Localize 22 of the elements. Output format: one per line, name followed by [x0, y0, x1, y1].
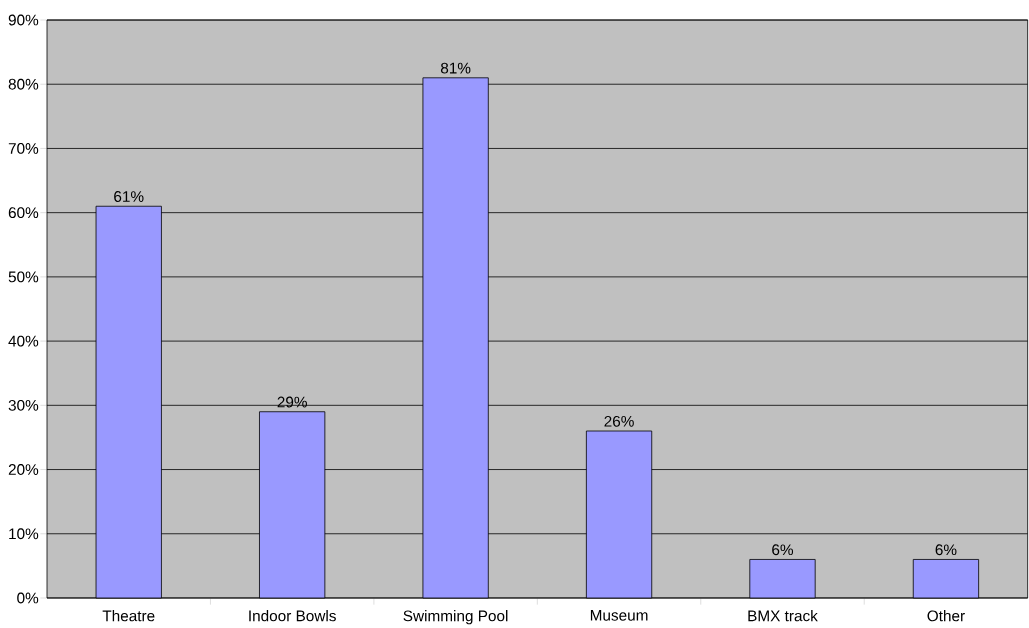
- data-label: 81%: [440, 62, 471, 74]
- y-tick-label: 70%: [8, 143, 39, 154]
- y-tick-label: 0%: [17, 592, 39, 604]
- y-tick-label: 20%: [8, 464, 39, 475]
- y-tick-label: 60%: [8, 207, 39, 219]
- data-label: 6%: [935, 544, 957, 556]
- y-tick-label: 10%: [9, 528, 39, 540]
- x-tick-label: Museum: [590, 610, 648, 621]
- y-tick-label: 80%: [8, 78, 39, 90]
- data-label: 26%: [604, 415, 634, 427]
- x-tick-label: Indoor Bowls: [249, 610, 336, 622]
- x-tick-label: BMX track: [748, 610, 818, 622]
- x-tick-label: Swimming Pool: [403, 610, 508, 625]
- y-tick-label: 90%: [8, 14, 39, 26]
- y-tick-label: 40%: [8, 335, 39, 347]
- y-tick-label: 50%: [8, 271, 39, 283]
- y-tick-label: 30%: [8, 399, 39, 411]
- data-label: 61%: [114, 191, 144, 202]
- data-label: 29%: [277, 396, 307, 408]
- x-tick-label: Other: [927, 610, 965, 622]
- x-tick-label: Theatre: [102, 610, 155, 622]
- data-label: 6%: [772, 544, 794, 556]
